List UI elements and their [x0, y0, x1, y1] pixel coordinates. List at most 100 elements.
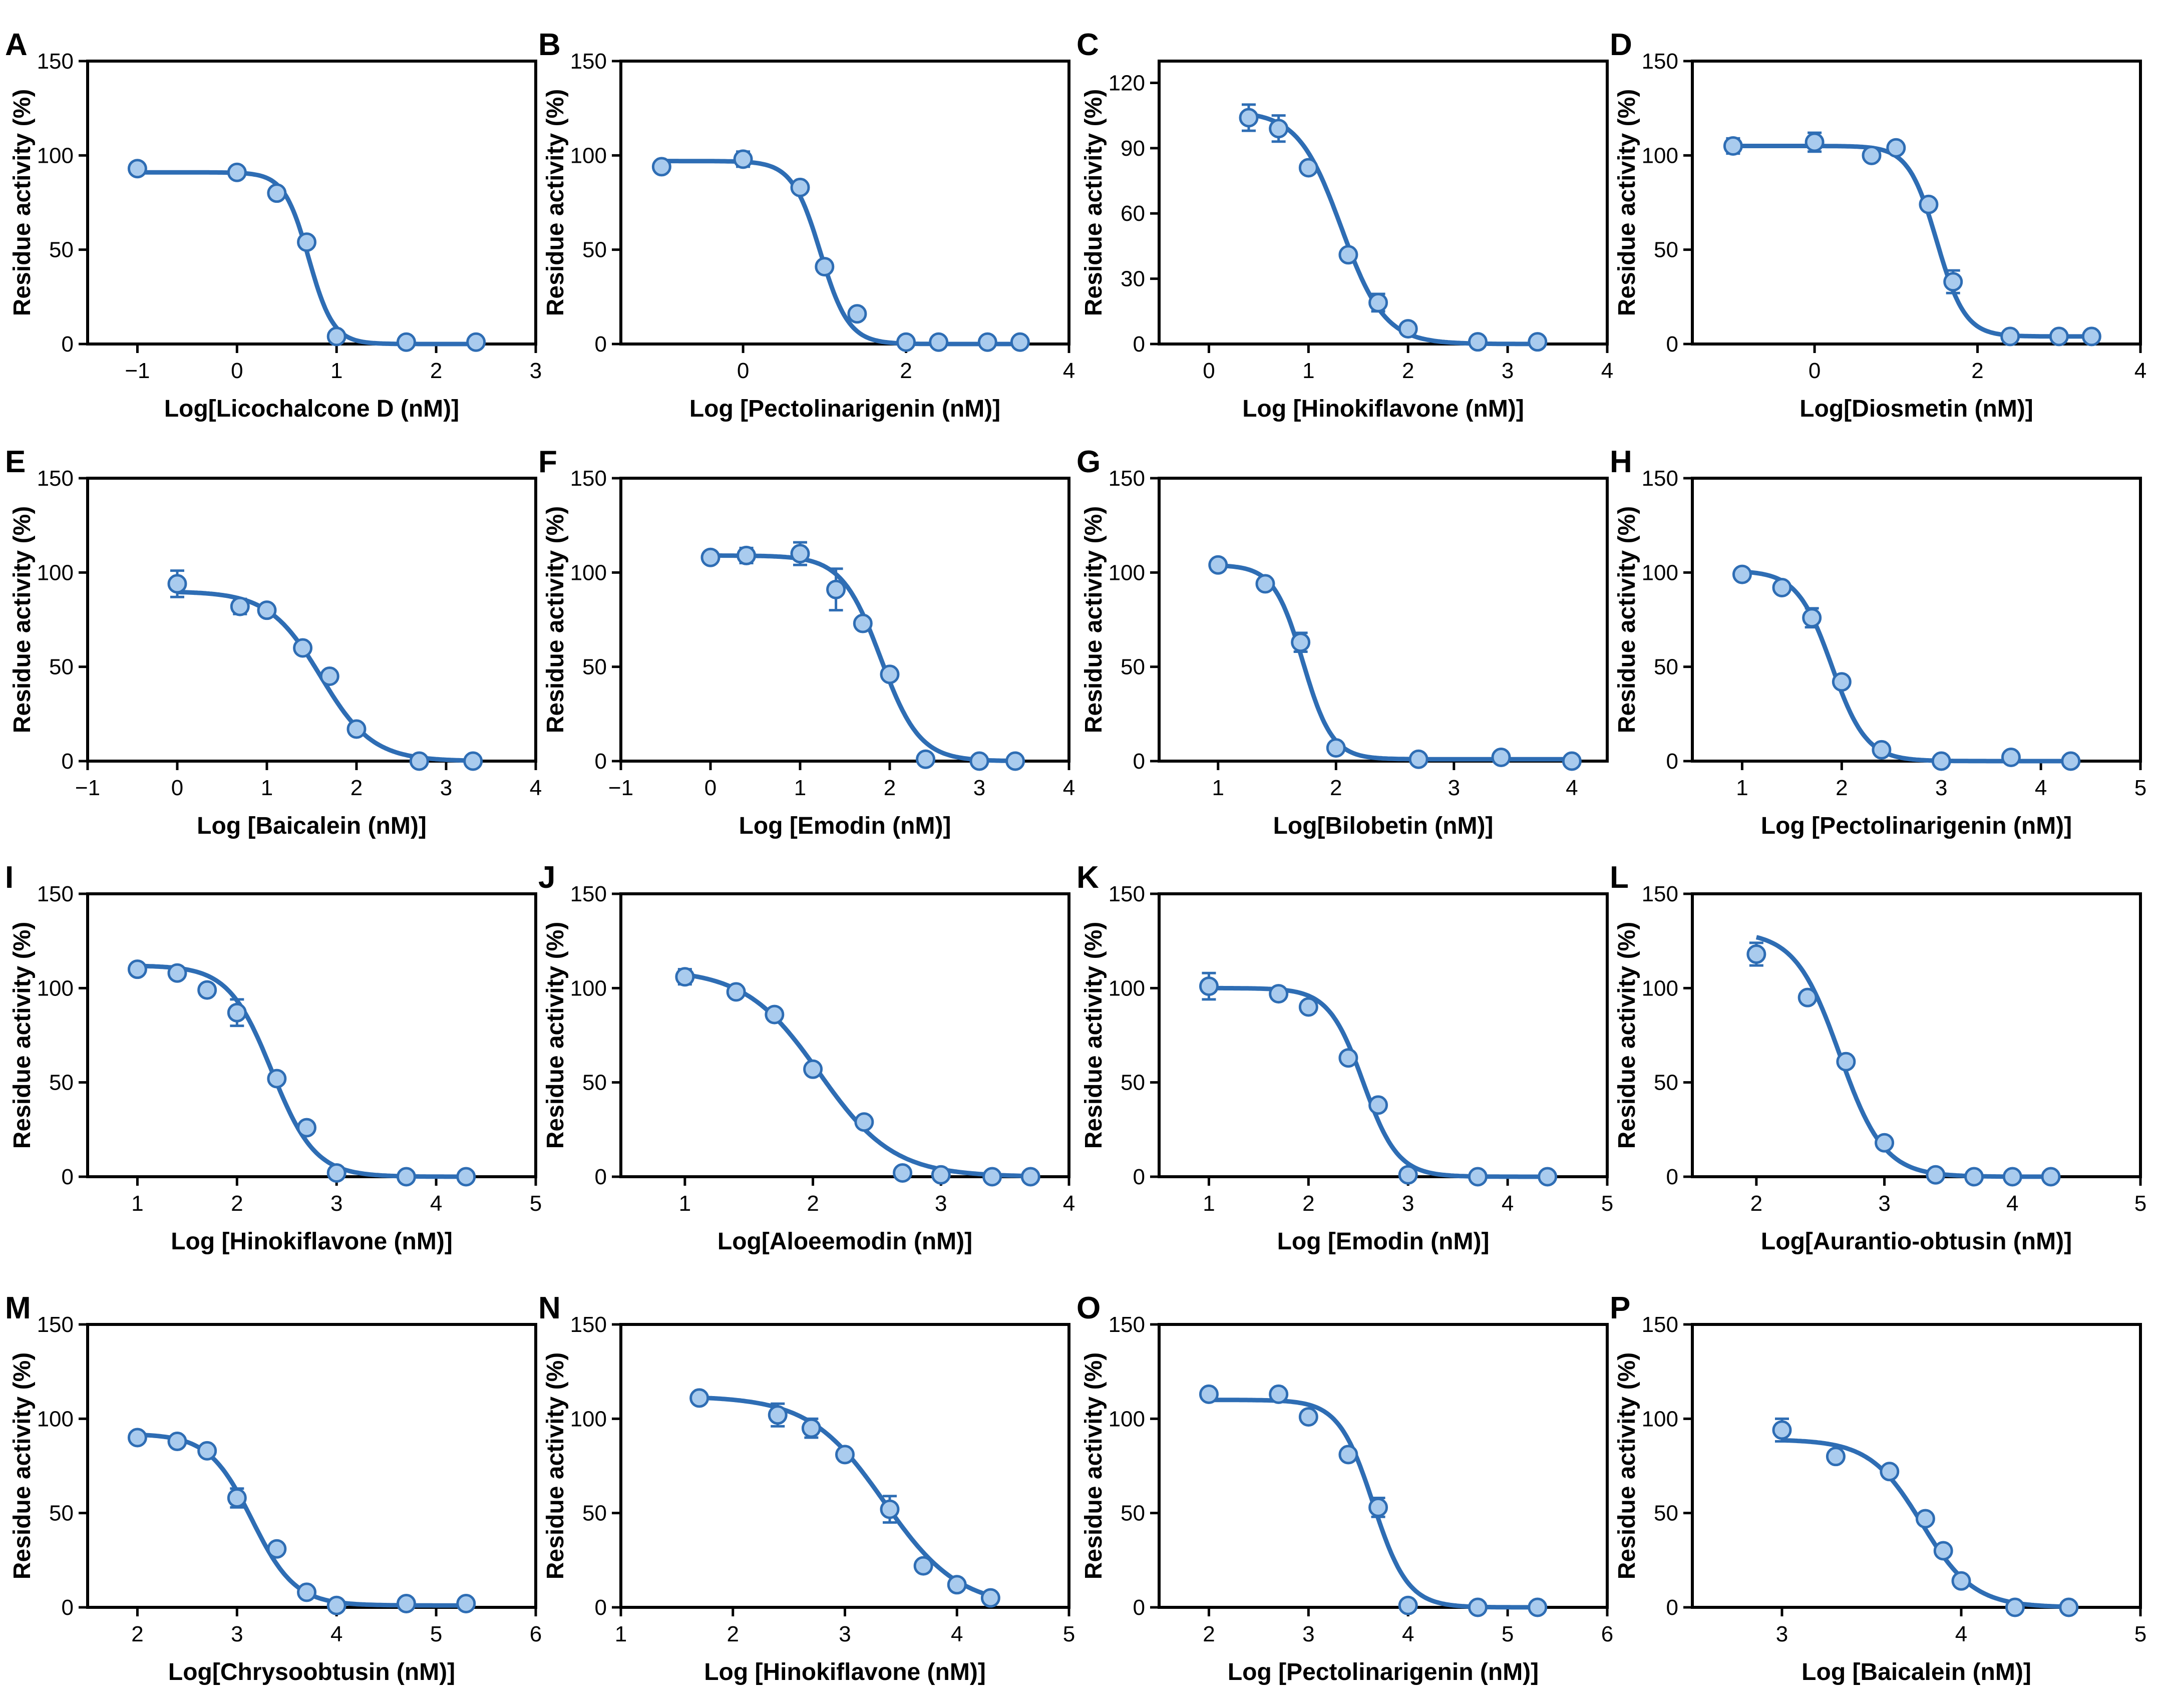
y-tick-label: 50 [1654, 655, 1678, 679]
x-tick-label: 1 [330, 359, 342, 383]
data-point [2049, 326, 2069, 347]
y-tick-label: 0 [1666, 749, 1678, 774]
data-point [456, 1593, 476, 1613]
y-tick-label: 150 [570, 1312, 607, 1337]
x-axis-title: Log [Emodin (nM)] [1277, 1228, 1490, 1255]
y-tick-label: 0 [1666, 1595, 1678, 1620]
y-tick-label: 150 [1109, 1312, 1145, 1337]
data-point [227, 1002, 247, 1022]
data-point [230, 596, 250, 616]
data-point [2001, 747, 2021, 767]
plot-frame [1158, 892, 1609, 1178]
plot-frame [619, 60, 1070, 346]
data-point [1269, 984, 1289, 1004]
data-point [1269, 1384, 1289, 1404]
chart-panel-c: C 0 30 60 90 120 0 1 2 3 4 Log [Hinokiflavone (nM)]… [1076, 28, 1613, 422]
x-tick-label: 3 [935, 1191, 947, 1216]
y-axis-title: Residue activity (%) [1080, 922, 1107, 1149]
fit-curve [699, 1395, 991, 1598]
x-tick-label: 4 [1955, 1622, 1967, 1646]
x-axis-title: Log [Pectolinarigenin (nM)] [689, 396, 1000, 422]
x-tick-label: 4 [1502, 1191, 1514, 1216]
chart-panel-b: B 0 50 100 150 0 2 4 Log [Pectolinarigenin (nM)]… [538, 28, 1075, 422]
data-point [1338, 245, 1358, 265]
x-tick-label: 2 [1302, 1191, 1314, 1216]
data-point [326, 1163, 346, 1183]
panel-letter: C [1076, 28, 1099, 62]
data-point [726, 982, 746, 1002]
data-point [982, 1167, 1002, 1187]
fit-curve [661, 159, 1020, 347]
x-tick-label: 1 [1212, 776, 1224, 800]
data-point [737, 545, 757, 565]
data-point [896, 332, 916, 352]
data-point [929, 332, 949, 352]
data-point [980, 1588, 1000, 1608]
x-tick-label: 1 [1203, 1191, 1215, 1216]
x-tick-label: 6 [1601, 1622, 1613, 1646]
y-tick-label: 100 [1642, 143, 1678, 168]
data-point [293, 638, 313, 658]
data-point [675, 967, 695, 987]
fit-curve [1733, 144, 2092, 339]
data-point [267, 1539, 287, 1559]
data-point [1491, 747, 1511, 767]
data-point [1943, 272, 1963, 292]
x-tick-label: 4 [951, 1622, 963, 1646]
data-point [790, 544, 810, 564]
y-tick-label: 100 [570, 143, 607, 168]
x-axis-title: Log[Licochalcone D (nM)] [164, 396, 459, 422]
data-point [1468, 332, 1488, 352]
panel-letter: P [1610, 1291, 1630, 1325]
data-point [1368, 292, 1388, 312]
chart-panel-g: G 0 50 100 150 1 2 3 4 Log[Bilobetin (nM)] Residue… [1076, 445, 1609, 839]
data-point [463, 751, 483, 771]
chart-panel-k: K 0 50 100 150 1 2 3 4 5 Log [Emodin (nM)] Residue … [1076, 860, 1613, 1255]
x-tick-label: 2 [350, 776, 363, 800]
x-tick-label: 4 [2006, 1191, 2018, 1216]
data-point [916, 749, 936, 769]
data-point [689, 1388, 709, 1408]
y-tick-label: 50 [1121, 655, 1145, 679]
data-point [1298, 1407, 1318, 1427]
x-tick-label: 0 [1809, 359, 1821, 383]
panel-letter: N [538, 1291, 561, 1325]
data-point [127, 959, 147, 979]
y-tick-label: 150 [1109, 882, 1145, 906]
y-axis-title: Residue activity (%) [542, 89, 569, 316]
plot-frame [619, 892, 1070, 1178]
data-point [1020, 1167, 1040, 1187]
x-tick-label: 1 [1736, 776, 1748, 800]
fit-curve [684, 972, 1031, 1179]
data-point [1933, 1541, 1953, 1561]
data-point [913, 1556, 933, 1576]
x-tick-label: 4 [330, 1622, 342, 1646]
data-point [1880, 1462, 1900, 1482]
x-tick-label: 2 [1750, 1191, 1762, 1216]
y-tick-label: 0 [62, 332, 74, 357]
data-point [319, 666, 339, 686]
y-tick-label: 150 [37, 466, 74, 491]
y-tick-label: 50 [1121, 1071, 1145, 1095]
x-tick-label: −1 [125, 359, 150, 383]
y-tick-label: 30 [1121, 267, 1145, 291]
data-point [969, 751, 989, 771]
data-point [1915, 1509, 1935, 1529]
x-axis-title: Log [Hinokiflavone (nM)] [1242, 396, 1524, 422]
x-tick-label: 2 [807, 1191, 819, 1216]
x-tick-label: 2 [900, 359, 912, 383]
plot-frame [619, 1323, 1070, 1609]
x-tick-label: 0 [1203, 359, 1215, 383]
x-tick-label: 1 [794, 776, 806, 800]
x-tick-label: 4 [2035, 776, 2047, 800]
y-tick-label: 0 [1133, 332, 1145, 357]
data-point [1338, 1445, 1358, 1465]
fit-curve [137, 963, 466, 1179]
y-tick-label: 150 [37, 882, 74, 906]
x-tick-label: 4 [1063, 1191, 1075, 1216]
data-point [1836, 1052, 1856, 1072]
data-point [1255, 574, 1275, 594]
data-point [1398, 1165, 1418, 1185]
